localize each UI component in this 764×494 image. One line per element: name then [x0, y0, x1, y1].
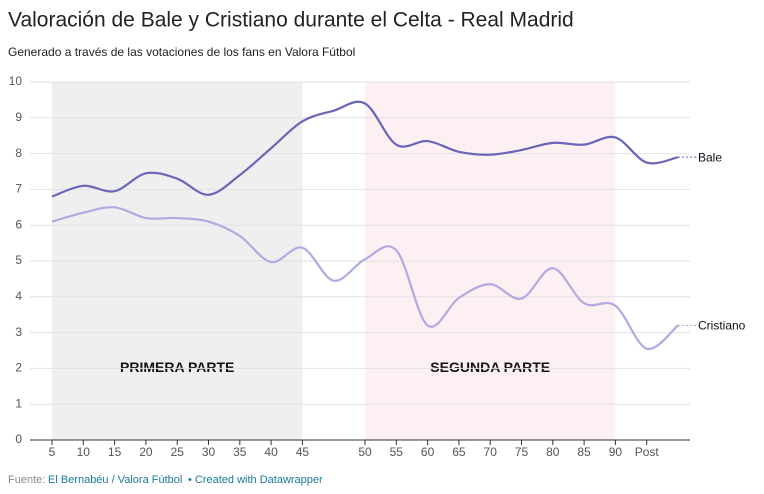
y-tick-label: 0 — [15, 432, 22, 446]
x-tick-label: 20 — [139, 445, 153, 459]
x-tick-label: 30 — [202, 445, 216, 459]
source: El Bernabéu / Valora Fútbol — [48, 474, 182, 486]
credit: • Created with Datawrapper — [188, 474, 323, 486]
y-tick-label: 6 — [15, 217, 22, 231]
series-label: Bale — [698, 150, 722, 164]
y-tick-label: 1 — [15, 396, 22, 410]
source-label: Fuente: — [8, 474, 45, 486]
x-tick-label: 80 — [546, 445, 560, 459]
x-tick-label: 15 — [108, 445, 122, 459]
x-tick-label: 25 — [171, 445, 185, 459]
series-line — [51, 100, 679, 198]
x-tick-label: Post — [635, 445, 660, 459]
x-tick-label: 35 — [233, 445, 247, 459]
y-tick-label: 3 — [15, 325, 22, 339]
x-tick-label: 50 — [358, 445, 372, 459]
chart-subtitle: Generado a través de las votaciones de l… — [8, 45, 355, 59]
y-tick-label: 9 — [15, 110, 22, 124]
period-label: PRIMERA PARTE — [120, 359, 234, 375]
y-tick-label: 10 — [9, 74, 23, 88]
x-tick-label: 70 — [484, 445, 498, 459]
series-label: Cristiano — [698, 319, 746, 333]
x-tick-label: 55 — [390, 445, 404, 459]
x-tick-label: 75 — [515, 445, 529, 459]
y-tick-label: 7 — [15, 182, 22, 196]
period-label: SEGUNDA PARTE — [430, 359, 550, 375]
series-line — [51, 206, 679, 350]
y-tick-label: 2 — [15, 361, 22, 375]
x-tick-label: 40 — [264, 445, 278, 459]
x-tick-label: 90 — [609, 445, 623, 459]
y-tick-label: 4 — [15, 289, 22, 303]
x-tick-label: 45 — [296, 445, 310, 459]
x-tick-label: 65 — [452, 445, 466, 459]
x-tick-label: 85 — [577, 445, 591, 459]
x-tick-label: 60 — [421, 445, 435, 459]
x-tick-label: 10 — [77, 445, 91, 459]
chart-title: Valoración de Bale y Cristiano durante e… — [8, 9, 574, 32]
y-tick-label: 5 — [15, 253, 22, 267]
x-tick-label: 5 — [49, 445, 56, 459]
y-tick-label: 8 — [15, 146, 22, 160]
